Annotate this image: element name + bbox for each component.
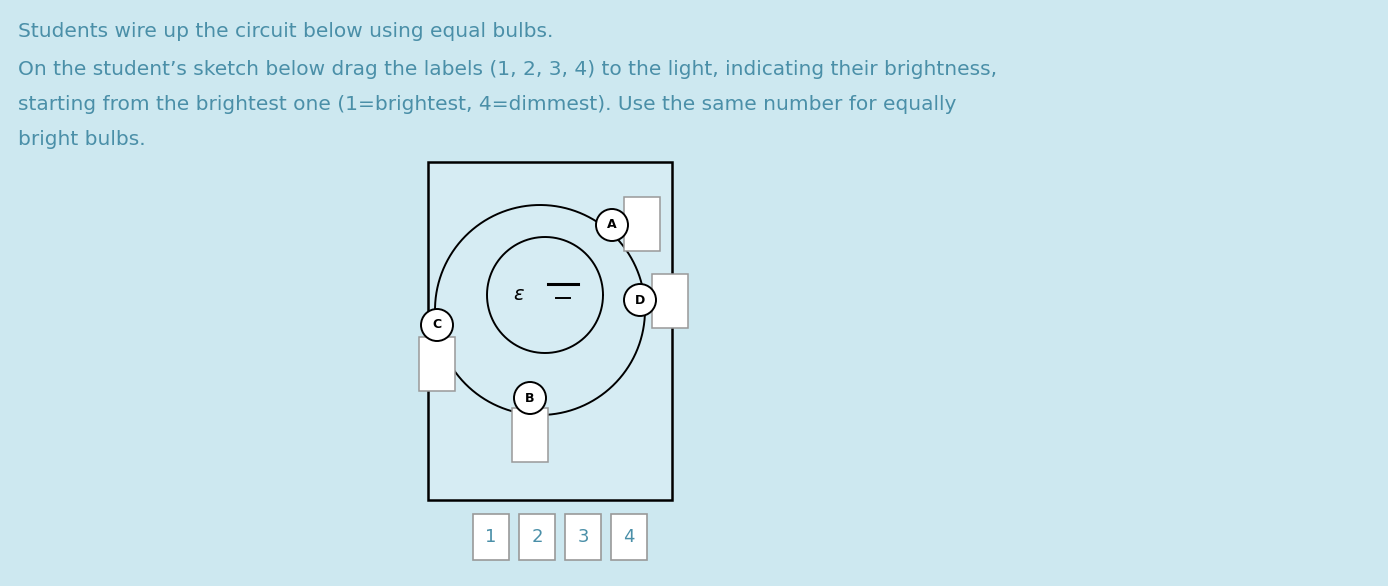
Text: 1: 1 <box>486 528 497 546</box>
Circle shape <box>421 309 452 341</box>
Circle shape <box>625 284 657 316</box>
Bar <box>519 514 555 560</box>
Text: bright bulbs.: bright bulbs. <box>18 130 146 149</box>
Bar <box>512 408 548 462</box>
Text: starting from the brightest one (1=brightest, 4=dimmest). Use the same number fo: starting from the brightest one (1=brigh… <box>18 95 956 114</box>
Bar <box>652 274 688 328</box>
Text: B: B <box>525 391 534 404</box>
Bar <box>565 514 601 560</box>
Bar <box>428 162 672 500</box>
Circle shape <box>514 382 545 414</box>
Text: Students wire up the circuit below using equal bulbs.: Students wire up the circuit below using… <box>18 22 554 41</box>
Text: On the student’s sketch below drag the labels (1, 2, 3, 4) to the light, indicat: On the student’s sketch below drag the l… <box>18 60 997 79</box>
Text: 3: 3 <box>577 528 589 546</box>
Text: A: A <box>607 219 616 231</box>
Bar <box>625 197 661 251</box>
Text: ε: ε <box>512 285 523 305</box>
Bar <box>473 514 509 560</box>
Text: C: C <box>433 319 441 332</box>
Text: 4: 4 <box>623 528 634 546</box>
Text: 2: 2 <box>532 528 543 546</box>
Bar <box>611 514 647 560</box>
Circle shape <box>595 209 627 241</box>
Bar <box>419 337 455 391</box>
Text: D: D <box>634 294 645 306</box>
